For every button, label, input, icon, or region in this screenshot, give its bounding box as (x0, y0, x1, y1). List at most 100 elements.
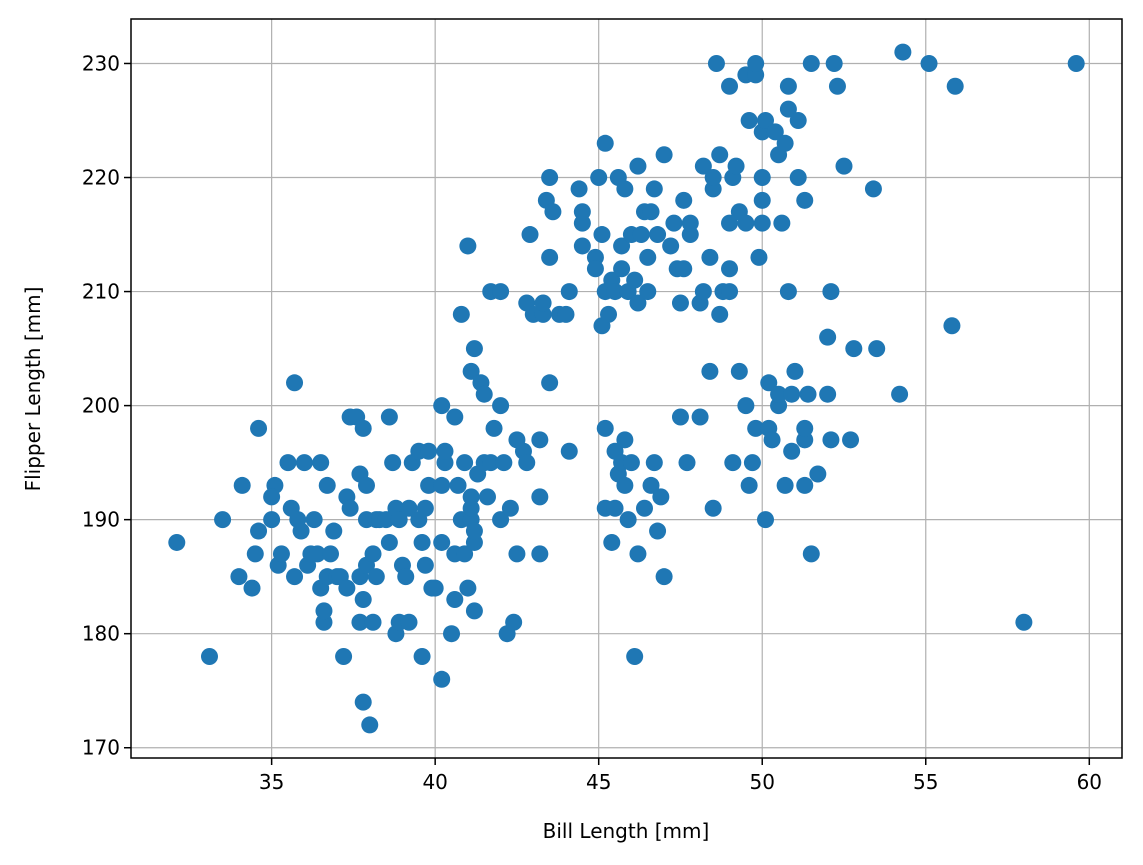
data-point (796, 191, 814, 209)
data-point (835, 157, 853, 175)
x-tick-label: 50 (750, 770, 775, 794)
data-point (433, 476, 451, 494)
data-point (416, 556, 434, 574)
data-point (390, 511, 408, 529)
data-point (380, 408, 398, 426)
data-point (465, 602, 483, 620)
data-point (214, 511, 232, 529)
y-tick-label: 200 (82, 394, 120, 418)
data-point (485, 419, 503, 437)
data-point (531, 545, 549, 563)
data-point (786, 362, 804, 380)
data-point (629, 294, 647, 312)
data-point (639, 283, 657, 301)
data-point (845, 340, 863, 358)
data-point (168, 533, 186, 551)
data-point (465, 340, 483, 358)
data-point (681, 214, 699, 232)
data-point (868, 340, 886, 358)
data-point (613, 237, 631, 255)
data-point (272, 545, 290, 563)
data-point (613, 260, 631, 278)
data-point (456, 454, 474, 472)
data-point (312, 454, 330, 472)
data-point (462, 362, 480, 380)
x-tick-label: 40 (422, 770, 447, 794)
data-point (707, 54, 725, 72)
data-point (452, 305, 470, 323)
data-point (361, 716, 379, 734)
data-point (760, 374, 778, 392)
data-point (263, 511, 281, 529)
data-point (776, 134, 794, 152)
data-point (531, 488, 549, 506)
data-point (325, 522, 343, 540)
data-point (642, 476, 660, 494)
data-point (753, 191, 771, 209)
data-point (596, 134, 614, 152)
y-tick-label: 190 (82, 508, 120, 532)
data-point (446, 408, 464, 426)
plot-frame (130, 18, 1123, 759)
data-point (377, 511, 395, 529)
data-point (492, 511, 510, 529)
data-point (779, 283, 797, 301)
data-point (433, 397, 451, 415)
x-tick-label: 60 (1077, 770, 1102, 794)
data-point (763, 431, 781, 449)
data-point (635, 499, 653, 517)
data-point (482, 454, 500, 472)
data-point (416, 499, 434, 517)
data-point (711, 146, 729, 164)
data-point (501, 499, 519, 517)
data-point (616, 431, 634, 449)
data-point (541, 248, 559, 266)
data-point (573, 203, 591, 221)
data-point (586, 260, 604, 278)
data-point (246, 545, 264, 563)
data-point (364, 613, 382, 631)
data-point (1067, 54, 1085, 72)
data-point (335, 648, 353, 666)
data-point (747, 419, 765, 437)
data-point (740, 111, 758, 129)
data-point (724, 454, 742, 472)
data-point (433, 533, 451, 551)
data-point (796, 419, 814, 437)
data-point (606, 283, 624, 301)
data-point (305, 511, 323, 529)
data-point (727, 157, 745, 175)
data-point (799, 385, 817, 403)
data-point (233, 476, 251, 494)
data-point (662, 237, 680, 255)
data-point (766, 123, 784, 141)
x-tick-label: 35 (259, 770, 284, 794)
data-point (230, 568, 248, 586)
y-tick-label: 170 (82, 736, 120, 760)
data-point (822, 283, 840, 301)
axis-ticks: 35 40 45 50 55 60 170 180 190 200 210 220 230 (82, 51, 1102, 794)
data-point (740, 476, 758, 494)
y-tick-label: 180 (82, 622, 120, 646)
data-point (341, 499, 359, 517)
data-point (443, 625, 461, 643)
data-point (354, 693, 372, 711)
x-tick-label: 55 (913, 770, 938, 794)
data-point (671, 408, 689, 426)
data-point (757, 111, 775, 129)
data-point (616, 180, 634, 198)
data-point (701, 362, 719, 380)
data-point (606, 499, 624, 517)
data-point (200, 648, 218, 666)
data-point (737, 397, 755, 415)
y-tick-label: 230 (82, 51, 120, 75)
data-point (802, 545, 820, 563)
data-point (649, 226, 667, 244)
data-point (649, 522, 667, 540)
data-point (462, 488, 480, 506)
data-point (492, 283, 510, 301)
data-point (544, 203, 562, 221)
data-point (652, 488, 670, 506)
data-point (796, 476, 814, 494)
